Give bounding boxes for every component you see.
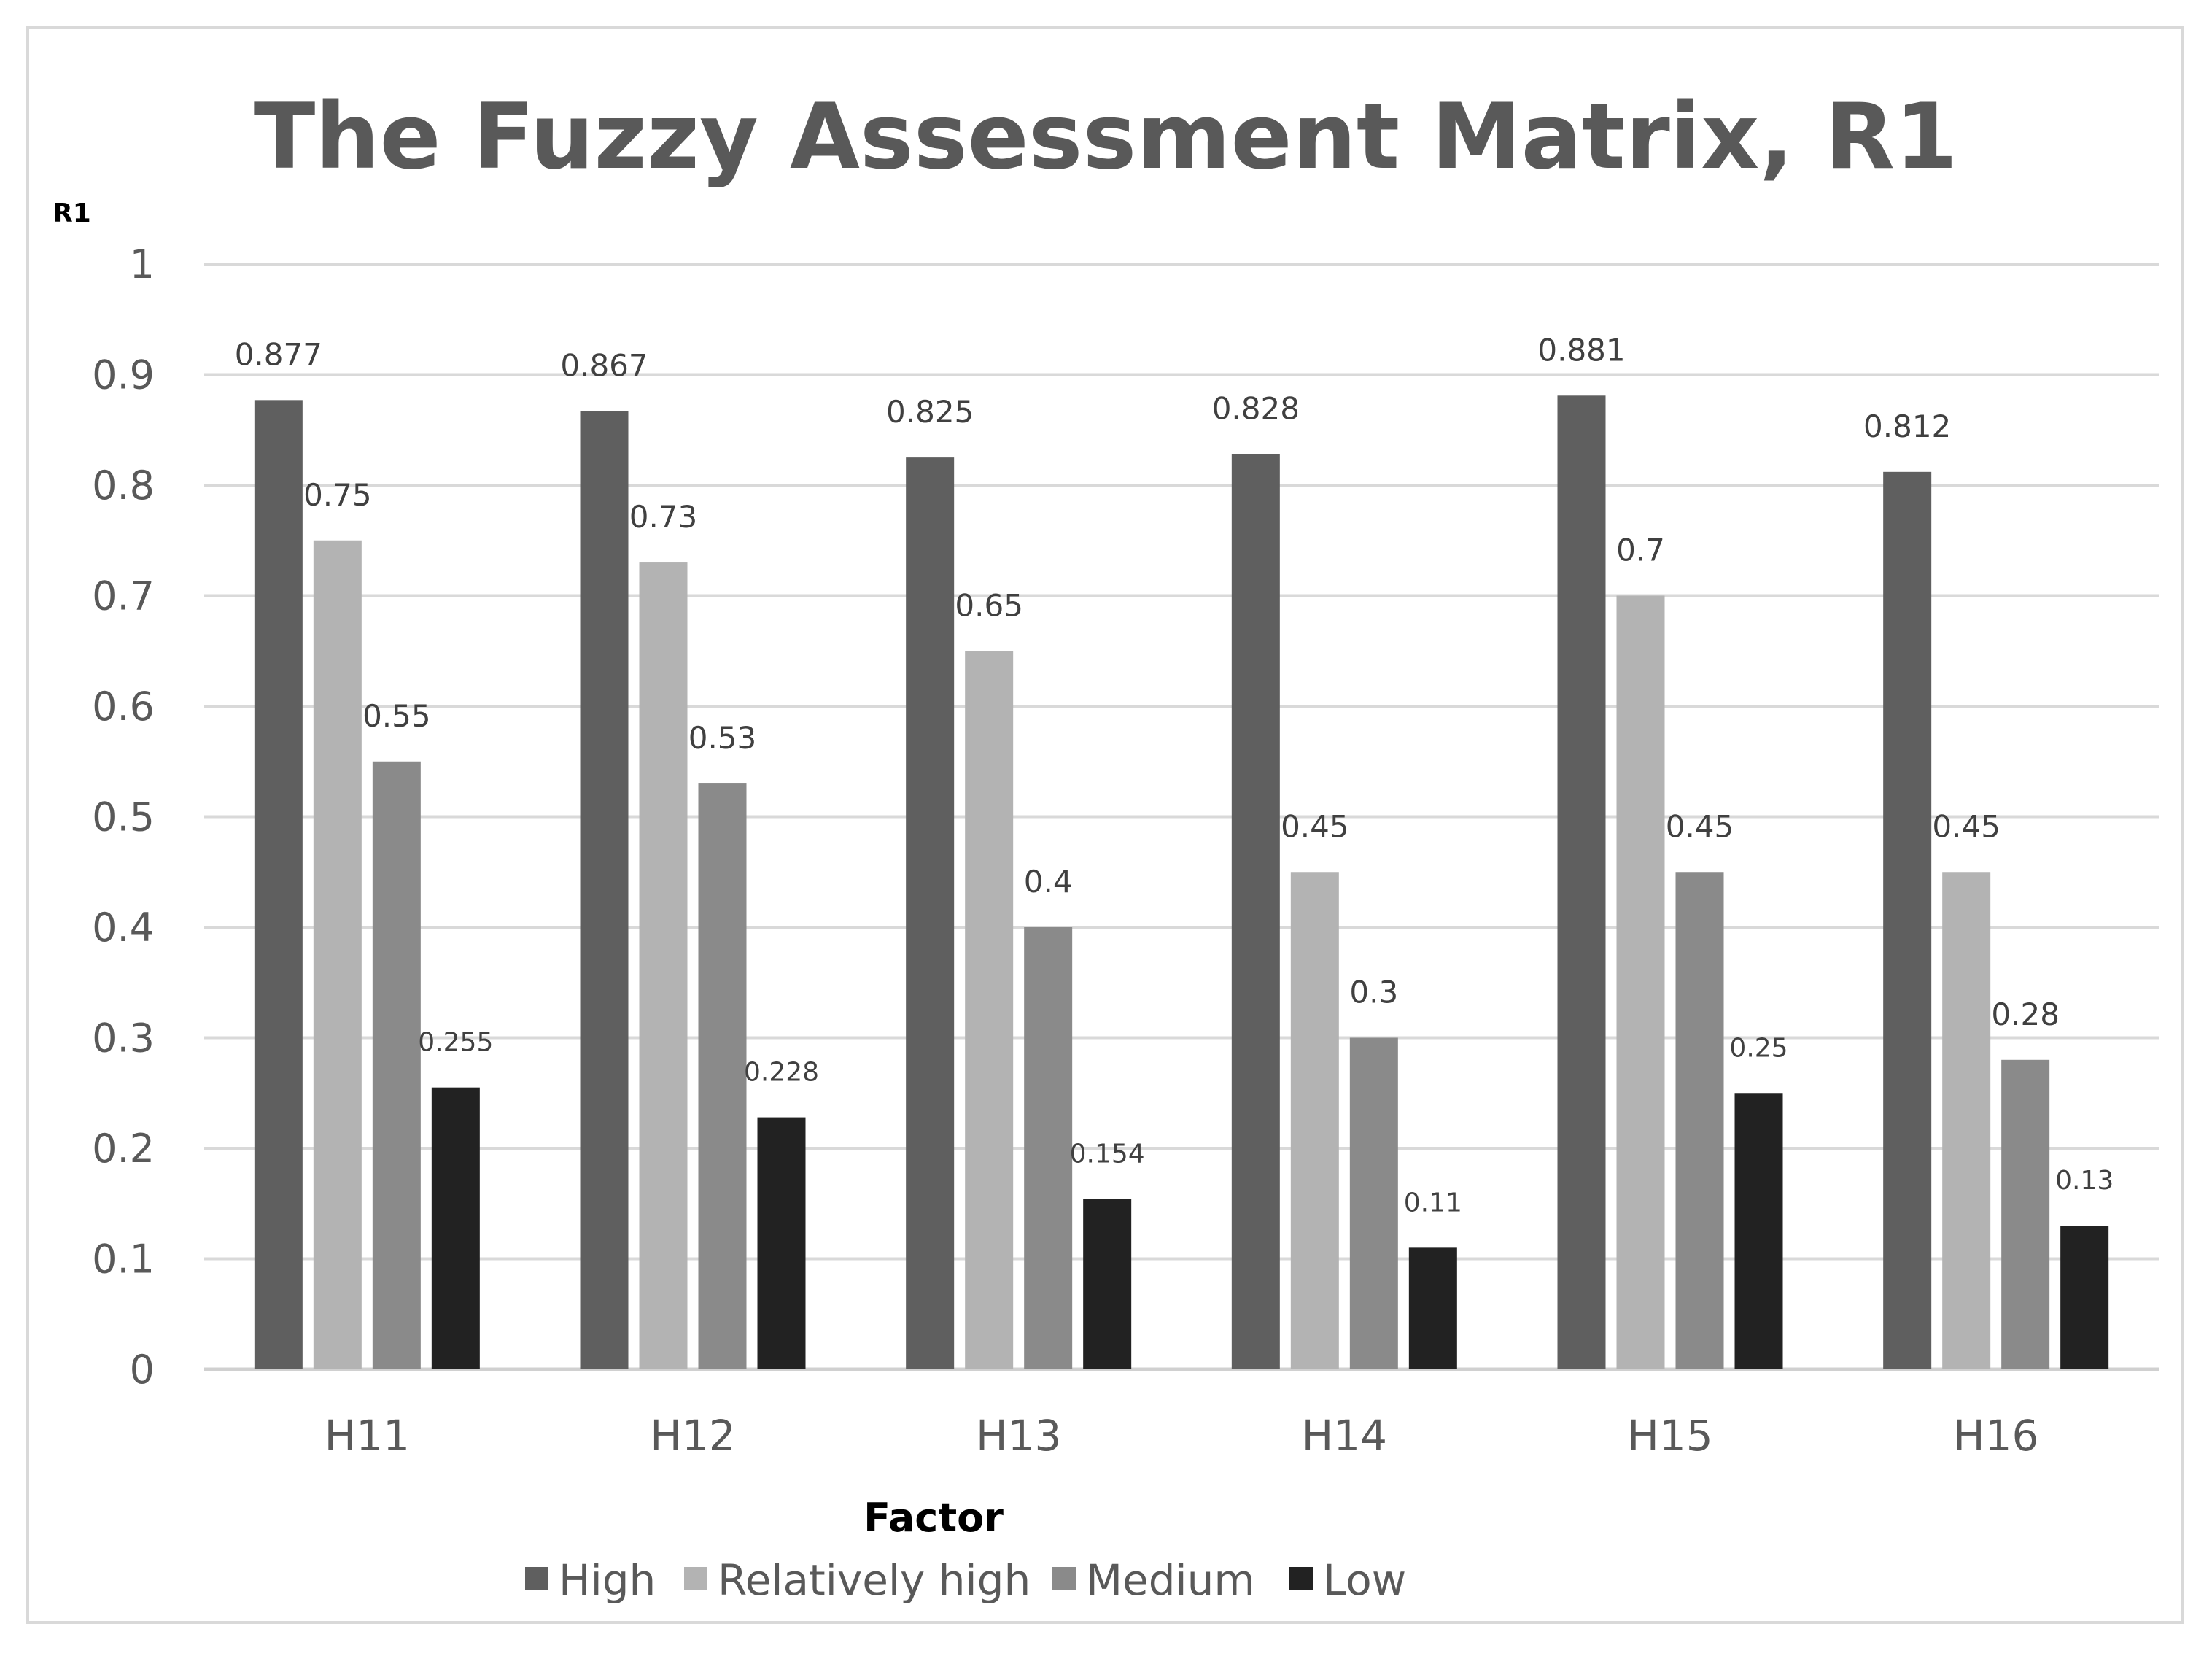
x-axis-ticks: H11 H12 H13 H14 H15 H16 (325, 1411, 2039, 1460)
y-axis-ticks: 0 0.1 0.2 0.3 0.4 0.5 0.6 0.7 0.8 0.9 1 (92, 241, 155, 1393)
bar (1675, 872, 1724, 1369)
data-label: 0.825 (886, 394, 974, 430)
y-tick-label: 0 (130, 1347, 155, 1393)
y-tick-label: 0.7 (92, 573, 155, 619)
data-label: 0.255 (418, 1028, 493, 1058)
data-label: 0.7 (1616, 533, 1665, 568)
data-label: 0.154 (1070, 1140, 1145, 1169)
data-label: 0.867 (560, 347, 648, 383)
bar (313, 540, 362, 1369)
y-tick-label: 0.5 (92, 794, 155, 840)
y-tick-label: 1 (130, 241, 155, 287)
legend-label: Relatively high (718, 1555, 1031, 1605)
data-label: 0.4 (1024, 864, 1073, 899)
bar (757, 1117, 806, 1369)
bar (1349, 1037, 1398, 1369)
x-tick-label: H11 (325, 1411, 410, 1460)
data-labels: 0.877 0.75 0.55 0.255 0.867 0.73 0.53 0.228 0.82… (235, 332, 2114, 1218)
bar (1024, 927, 1073, 1369)
bar (1734, 1093, 1783, 1369)
bar (1942, 872, 1991, 1369)
legend-swatch (684, 1567, 707, 1590)
bar (1883, 471, 1932, 1369)
data-label: 0.13 (2055, 1166, 2114, 1196)
data-label: 0.881 (1537, 332, 1625, 368)
y-tick-label: 0.4 (92, 905, 155, 951)
data-label: 0.65 (955, 587, 1023, 623)
bars (254, 395, 2109, 1370)
x-tick-label: H15 (1627, 1411, 1712, 1460)
bar (2001, 1059, 2050, 1369)
data-label: 0.228 (744, 1058, 819, 1088)
chart-title: The Fuzzy Assessment Matrix, R1 (254, 85, 1958, 190)
y-tick-label: 0.3 (92, 1015, 155, 1061)
data-label: 0.828 (1212, 391, 1300, 427)
legend-swatch (525, 1567, 548, 1590)
data-label: 0.25 (1729, 1033, 1788, 1063)
data-label: 0.55 (362, 698, 431, 734)
data-label: 0.53 (688, 720, 757, 756)
y-tick-label: 0.8 (92, 463, 155, 508)
bar (1557, 395, 1606, 1370)
x-tick-label: H13 (976, 1411, 1061, 1460)
bar (906, 457, 955, 1369)
bar (965, 651, 1014, 1369)
bar (580, 411, 629, 1369)
bar (1616, 595, 1665, 1369)
legend-label: Low (1323, 1555, 1406, 1605)
data-label: 0.45 (1666, 808, 1734, 844)
bar (698, 783, 747, 1369)
bar (372, 761, 421, 1369)
gridlines (204, 263, 2159, 1371)
data-label: 0.11 (1404, 1188, 1462, 1218)
legend-swatch (1289, 1567, 1313, 1590)
y-tick-label: 0.1 (92, 1237, 155, 1282)
data-label: 0.75 (303, 477, 372, 513)
bar (1083, 1199, 1132, 1369)
legend-swatch (1052, 1567, 1076, 1590)
data-label: 0.73 (629, 499, 698, 535)
y-tick-label: 0.9 (92, 352, 155, 398)
x-tick-label: H12 (650, 1411, 735, 1460)
y-axis-label: R1 (53, 198, 91, 228)
bar (254, 400, 303, 1369)
bar (639, 562, 688, 1369)
bar (2060, 1226, 2109, 1369)
data-label: 0.812 (1863, 409, 1951, 444)
y-tick-label: 0.6 (92, 684, 155, 730)
y-tick-label: 0.2 (92, 1126, 155, 1172)
bar (1408, 1247, 1457, 1369)
bar (1290, 872, 1339, 1369)
bar (431, 1087, 480, 1369)
x-tick-label: H16 (1953, 1411, 2038, 1460)
legend-label: High (559, 1555, 656, 1605)
data-label: 0.28 (1991, 997, 2060, 1032)
data-label: 0.45 (1932, 808, 2000, 844)
x-tick-label: H14 (1302, 1411, 1387, 1460)
bar (1231, 454, 1280, 1369)
x-axis-label: Factor (864, 1495, 1004, 1541)
legend-label: Medium (1086, 1555, 1255, 1605)
data-label: 0.3 (1349, 975, 1398, 1010)
legend: High Relatively high Medium Low (525, 1555, 1406, 1605)
data-label: 0.45 (1281, 808, 1349, 844)
data-label: 0.877 (235, 336, 322, 372)
